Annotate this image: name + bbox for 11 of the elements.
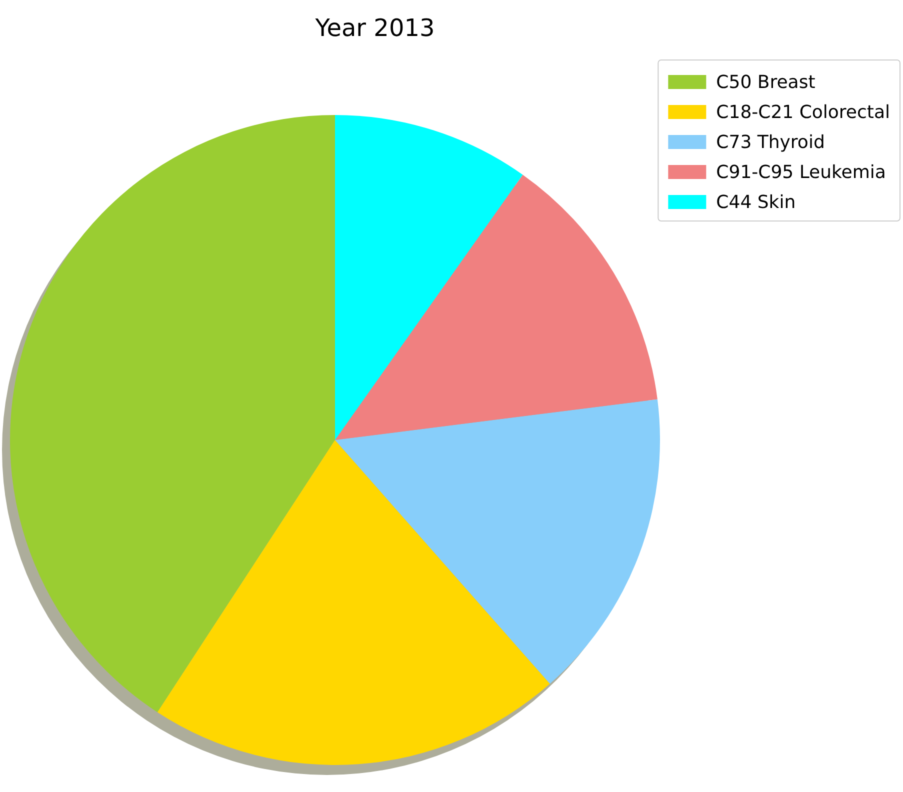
pie-slice bbox=[335, 174, 658, 440]
chart-title: Year 2013 bbox=[314, 14, 435, 42]
legend-label: C50 Breast bbox=[716, 72, 816, 93]
legend-label: C73 Thyroid bbox=[716, 132, 825, 153]
legend-label: C44 Skin bbox=[716, 192, 796, 213]
pie-slice bbox=[335, 399, 660, 684]
pie-slice bbox=[157, 440, 550, 765]
legend-label: C18-C21 Colorectal bbox=[716, 102, 890, 123]
pie-slice bbox=[10, 115, 335, 712]
pie-slice bbox=[335, 115, 523, 440]
legend-label: C91-C95 Leukemia bbox=[716, 162, 886, 183]
